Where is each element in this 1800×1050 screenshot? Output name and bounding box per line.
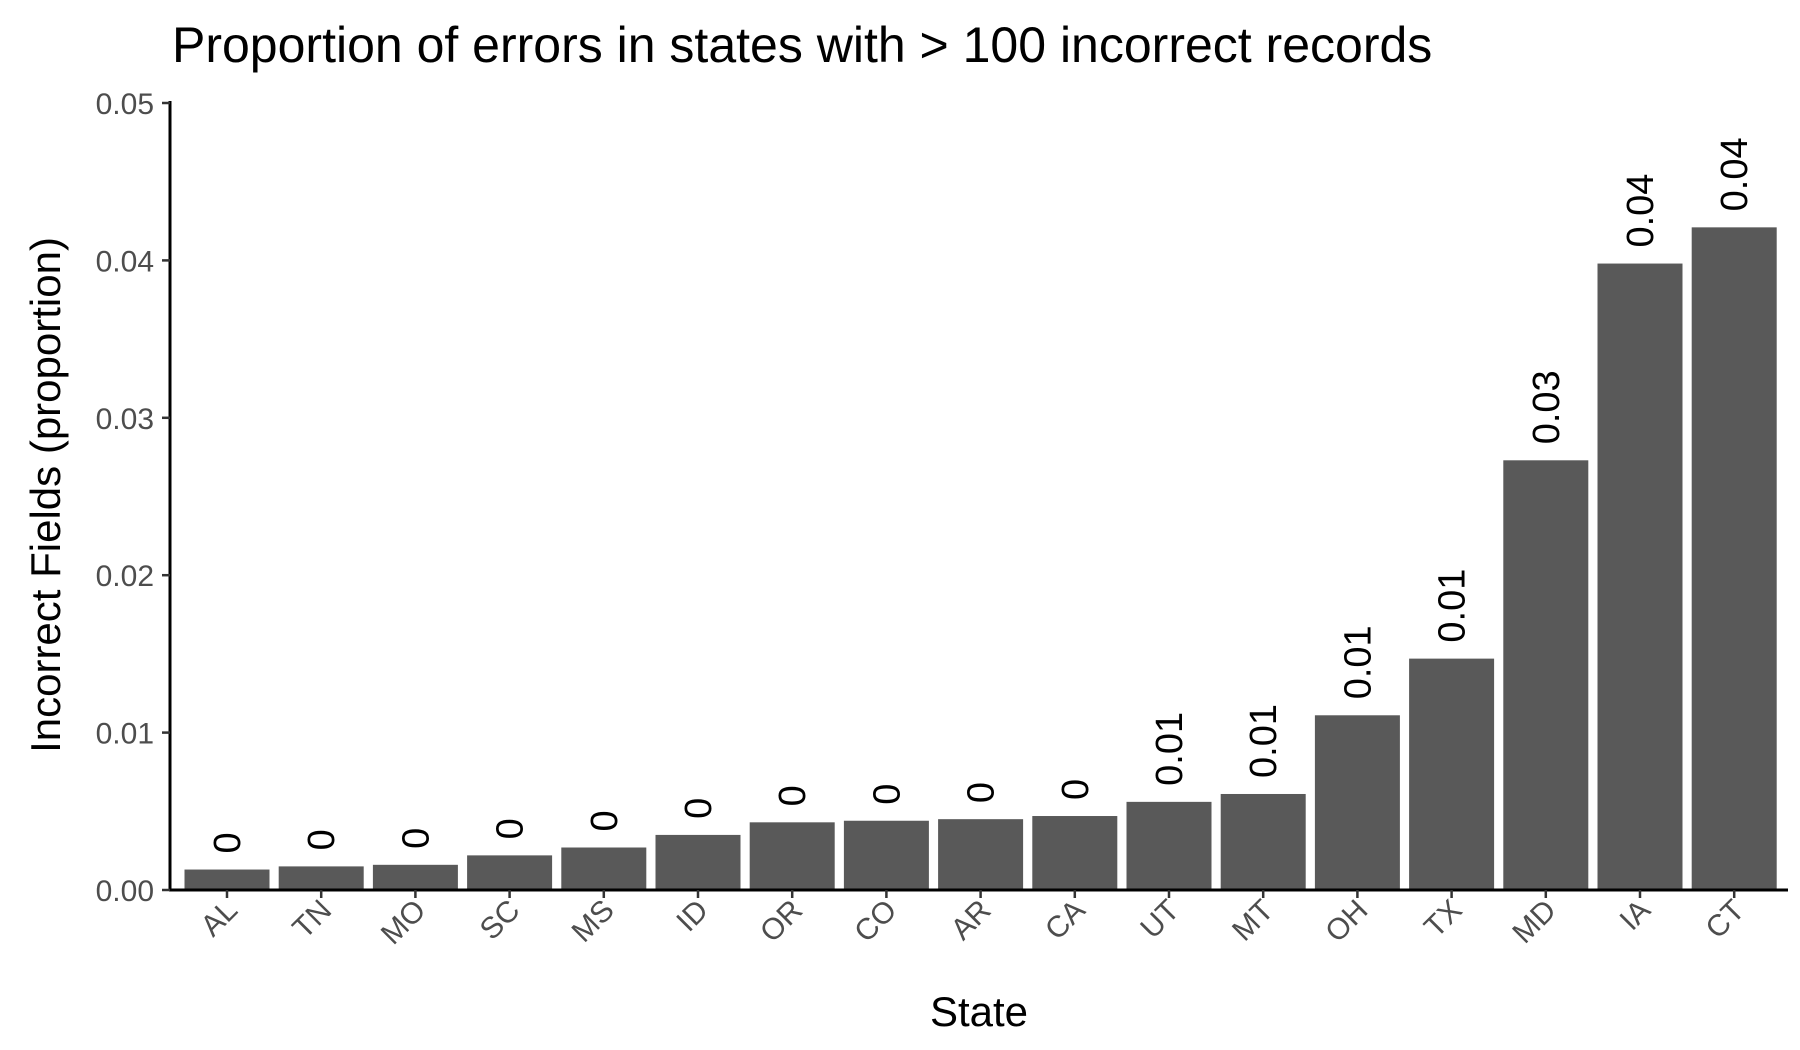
bar-ut [1126,801,1212,890]
y-tick-label: 0.03 [96,403,154,436]
data-label: 0 [584,810,626,831]
x-tick-label: OR [754,894,809,949]
data-label: 0 [490,818,532,839]
x-tick-label: TX [1418,894,1468,944]
bar-mo [372,864,458,890]
x-tick-label: CA [1039,894,1092,947]
bar-id [655,834,741,890]
data-label: 0 [301,829,343,850]
bar-mt [1220,793,1306,890]
data-label: 0 [678,798,720,819]
bar-tx [1409,658,1495,890]
x-tick-label: CT [1700,894,1752,946]
x-tick-label: MD [1506,894,1562,950]
x-tick-label: AL [195,894,244,943]
chart-title: Proportion of errors in states with > 10… [172,17,1432,73]
data-label: 0.01 [1432,569,1474,643]
x-tick-label: OH [1319,894,1374,949]
data-label: 0.01 [1243,704,1285,778]
bar-ct [1691,227,1777,890]
x-tick-label: UT [1134,894,1186,946]
bar-ia [1597,263,1683,891]
data-label: 0.04 [1714,137,1756,211]
x-tick-label: CO [848,894,903,949]
y-tick-label: 0.05 [96,88,154,121]
bar-md [1503,460,1589,890]
bar-al [184,869,270,890]
x-axis-title: State [930,988,1028,1035]
y-tick-label: 0.01 [96,718,154,751]
bar-co [843,820,929,890]
bar-ms [561,847,647,890]
data-label: 0 [395,828,437,849]
x-tick-label: MT [1226,894,1280,948]
x-tick-label: TN [287,894,339,946]
bar-ar [938,819,1024,890]
x-tick-label: IA [1614,894,1657,937]
y-tick-label: 0.00 [96,875,154,908]
bar-sc [467,855,553,890]
y-tick-label: 0.04 [96,245,154,278]
bar-tn [278,866,364,890]
x-tick-label: MO [375,894,433,952]
data-label: 0 [1055,779,1097,800]
plot-area: 0.00 0.01 0.02 0.03 0.04 0.05 AL 0 TN 0 MO 0 SC 0 MS 0 I… [96,88,1788,951]
x-tick-label: MS [566,894,621,949]
data-label: 0 [866,784,908,805]
data-label: 0.03 [1526,370,1568,444]
data-label: 0.01 [1149,712,1191,786]
y-axis-title: Incorrect Fields (proportion) [22,237,69,753]
data-label: 0 [772,785,814,806]
bar-ca [1032,816,1118,890]
bar-or [749,822,835,890]
y-tick-label: 0.02 [96,560,154,593]
x-tick-label: ID [670,894,715,939]
x-tick-label: SC [474,894,527,947]
bar-oh [1314,715,1400,890]
data-label: 0 [207,832,249,853]
data-label: 0 [961,782,1003,803]
data-label: 0.04 [1620,174,1662,248]
data-label: 0.01 [1337,625,1379,699]
x-tick-label: AR [945,894,998,947]
